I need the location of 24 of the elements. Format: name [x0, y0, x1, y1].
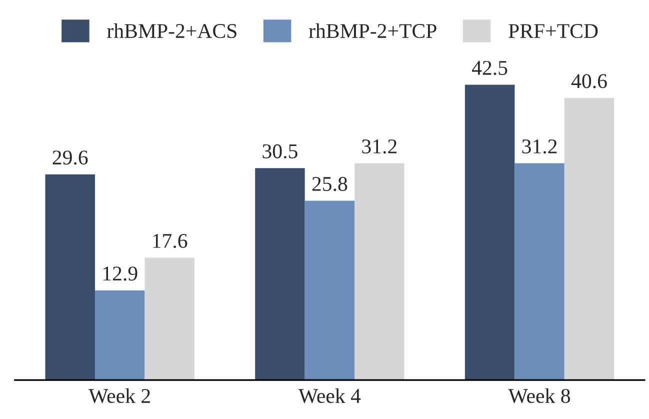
bar	[144, 258, 194, 380]
data-label: 29.6	[52, 150, 88, 165]
data-label: 12.9	[103, 266, 138, 281]
data-label: 25.8	[312, 176, 348, 192]
bar	[255, 168, 305, 380]
x-tick-label: Week 8	[508, 388, 570, 404]
bar	[514, 163, 564, 380]
data-label: 42.5	[472, 60, 508, 76]
bar	[354, 163, 404, 380]
bar	[45, 174, 95, 380]
legend-label: rhBMP-2+TCP	[308, 23, 436, 38]
bar	[464, 84, 515, 380]
legend-label: rhBMP-2+ACS	[107, 23, 236, 38]
bar	[94, 290, 145, 380]
legend-label: PRF+TCD	[508, 24, 598, 38]
data-label: 31.2	[362, 139, 397, 154]
bar	[304, 200, 355, 380]
x-tick-label: Week 4	[298, 388, 361, 404]
data-label: 17.6	[153, 234, 188, 248]
data-label: 40.6	[571, 74, 607, 88]
bar	[564, 98, 614, 380]
x-tick-label: Week 2	[88, 388, 150, 404]
data-label: 30.5	[262, 144, 298, 158]
data-label: 31.2	[522, 139, 557, 154]
